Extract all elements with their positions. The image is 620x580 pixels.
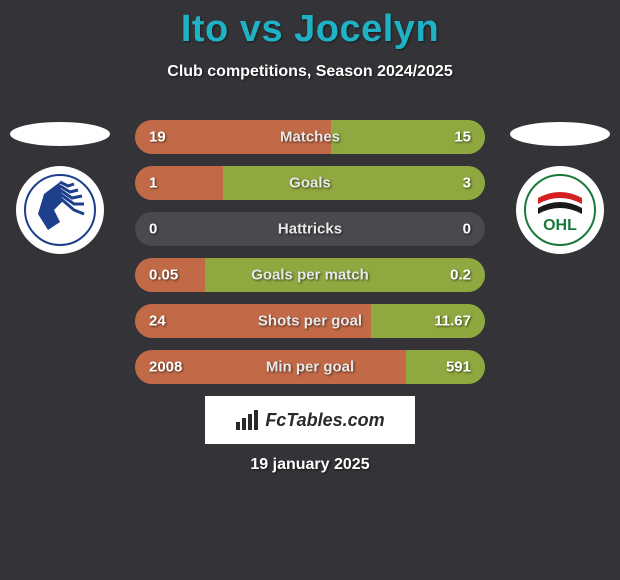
subtitle: Club competitions, Season 2024/2025 bbox=[0, 63, 620, 81]
stat-label: Min per goal bbox=[135, 359, 485, 376]
watermark: FcTables.com bbox=[205, 396, 415, 444]
stat-value-right: 3 bbox=[463, 175, 471, 192]
left-team-block bbox=[10, 122, 110, 272]
right-club-badge-icon: OHL bbox=[516, 166, 604, 254]
chart-icon bbox=[235, 410, 259, 430]
watermark-text: FcTables.com bbox=[265, 410, 384, 431]
stat-row: 24Shots per goal11.67 bbox=[135, 304, 485, 338]
left-club-badge-icon bbox=[16, 166, 104, 254]
stat-value-right: 15 bbox=[454, 129, 471, 146]
stat-label: Goals per match bbox=[135, 267, 485, 284]
stat-row: 1Goals3 bbox=[135, 166, 485, 200]
left-ellipse-icon bbox=[10, 122, 110, 146]
stat-label: Shots per goal bbox=[135, 313, 485, 330]
stat-label: Hattricks bbox=[135, 221, 485, 238]
stats-container: 19Matches15 1Goals3 0Hattricks0 0.05Goals p… bbox=[135, 120, 485, 396]
stat-value-right: 0.2 bbox=[450, 267, 471, 284]
stat-value-right: 591 bbox=[446, 359, 471, 376]
stat-row: 19Matches15 bbox=[135, 120, 485, 154]
stat-row: 0Hattricks0 bbox=[135, 212, 485, 246]
indian-head-icon bbox=[24, 174, 96, 246]
stat-value-right: 11.67 bbox=[434, 313, 471, 330]
ohl-badge-icon: OHL bbox=[524, 174, 596, 246]
right-team-block: OHL bbox=[510, 122, 610, 272]
stat-label: Goals bbox=[135, 175, 485, 192]
svg-text:OHL: OHL bbox=[543, 217, 577, 234]
page-title: Ito vs Jocelyn bbox=[0, 0, 620, 51]
date-text: 19 january 2025 bbox=[0, 456, 620, 474]
stat-label: Matches bbox=[135, 129, 485, 146]
stat-row: 2008Min per goal591 bbox=[135, 350, 485, 384]
stat-value-right: 0 bbox=[463, 221, 471, 238]
stat-row: 0.05Goals per match0.2 bbox=[135, 258, 485, 292]
right-ellipse-icon bbox=[510, 122, 610, 146]
